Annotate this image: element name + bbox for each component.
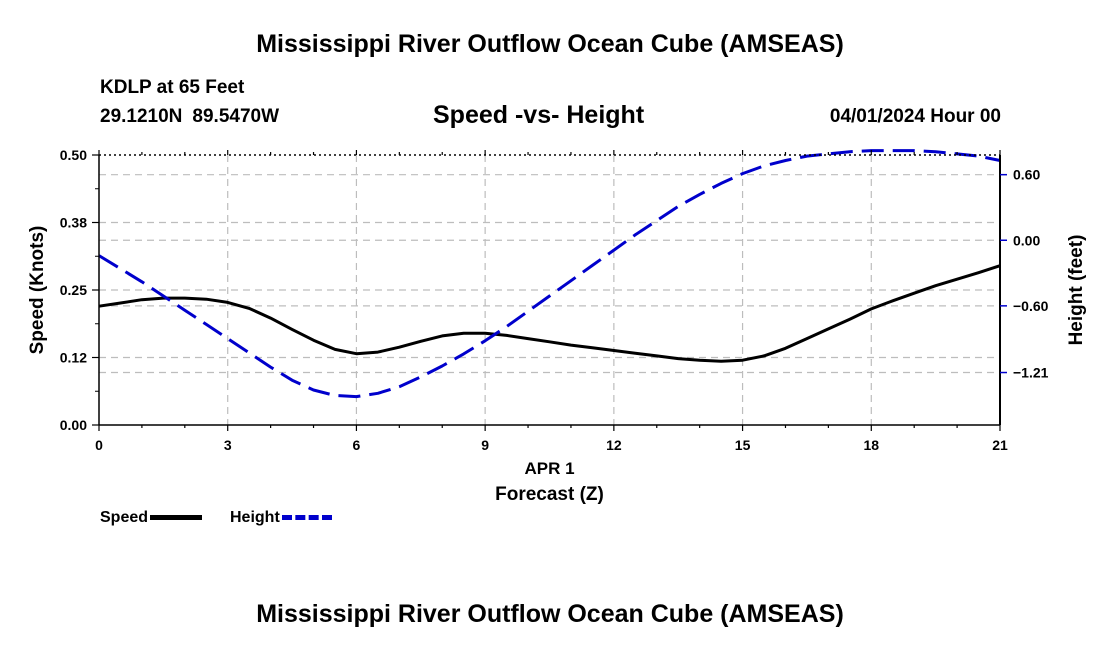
main-title: Mississippi River Outflow Ocean Cube (AM… <box>256 30 844 58</box>
x-tick-label: 6 <box>353 437 361 453</box>
station-latitude: 29.1210N <box>100 106 183 127</box>
forecast-date: 04/01/2024 Hour 00 <box>829 106 1001 127</box>
x-tick-label: 3 <box>224 437 232 453</box>
legend-height: Height <box>230 509 332 527</box>
x-tick-label: 18 <box>863 437 879 453</box>
series-lines <box>98 149 1001 399</box>
x-tick-label: 9 <box>481 437 489 453</box>
y-tick-label: 0.12 <box>60 350 87 366</box>
y-tick-label: 0.25 <box>60 282 87 298</box>
y2-tick-label: −0.60 <box>1013 298 1049 314</box>
x-tick-label: 15 <box>735 437 751 453</box>
y-tick-label: 0.38 <box>60 215 87 231</box>
axis-labels: 0 3 6 9 12 15 18 21 0.00 0.12 0.25 0.38 0.50 −1.21 −0.… <box>27 147 1087 505</box>
grid-lines <box>99 155 1000 425</box>
x-date-label: APR 1 <box>524 459 574 478</box>
y2-tick-label: 0.00 <box>1013 232 1040 248</box>
legend-speed: Speed <box>100 509 203 527</box>
legend-height-swatch <box>281 515 332 521</box>
legend-height-label: Height <box>230 509 280 526</box>
x-axis-title: Forecast (Z) <box>495 484 604 505</box>
footer-title: Mississippi River Outflow Ocean Cube (AM… <box>256 600 844 628</box>
x-tick-label: 21 <box>992 437 1008 453</box>
chart-title: Speed -vs- Height <box>433 101 645 129</box>
station-longitude: 89.5470W <box>192 106 280 127</box>
station-name: KDLP at 65 Feet <box>100 77 245 98</box>
x-tick-label: 0 <box>95 437 103 453</box>
speed-series-line <box>98 264 1001 363</box>
x-tick-label: 12 <box>606 437 622 453</box>
legend-speed-label: Speed <box>100 509 149 526</box>
y-tick-label: 0.50 <box>60 147 87 163</box>
height-series-line <box>98 149 1001 399</box>
y2-tick-label: −1.21 <box>1013 365 1049 381</box>
y2-tick-label: 0.60 <box>1013 167 1040 183</box>
axes <box>92 150 1007 431</box>
y2-axis-title: Height (feet) <box>1066 235 1087 346</box>
station-coords: 29.1210N 89.5470W <box>100 106 279 128</box>
legend-speed-swatch <box>150 515 203 521</box>
y-tick-label: 0.00 <box>60 417 87 433</box>
y-axis-title: Speed (Knots) <box>27 226 48 355</box>
